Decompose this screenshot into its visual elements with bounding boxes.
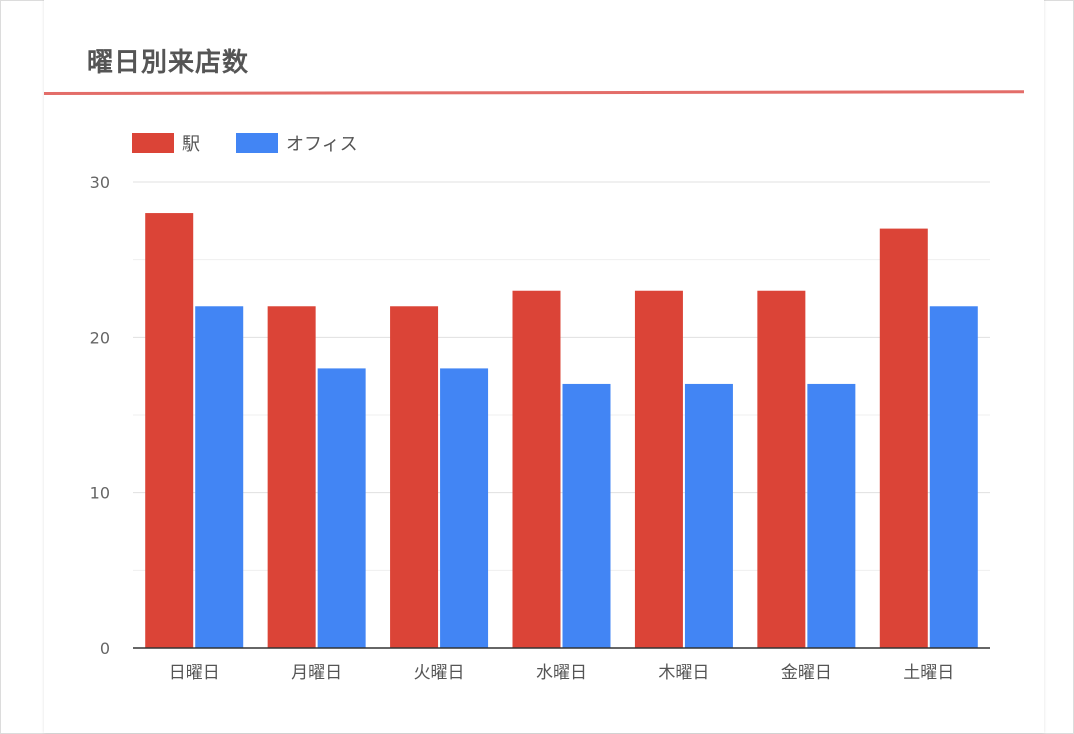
chart-title: 曜日別来店数 (87, 48, 250, 78)
x-tick-label: 月曜日 (291, 663, 342, 683)
x-tick-label: 土曜日 (903, 663, 954, 683)
bar[interactable] (929, 306, 978, 648)
bar[interactable] (267, 306, 316, 648)
bar[interactable] (562, 383, 611, 648)
bar[interactable] (757, 290, 806, 648)
x-tick-label: 金曜日 (781, 663, 832, 683)
y-tick-label: 0 (100, 639, 110, 658)
legend-label[interactable]: 駅 (182, 134, 200, 155)
y-tick-label: 20 (90, 328, 110, 347)
bar[interactable] (317, 368, 366, 648)
bar[interactable] (512, 290, 561, 648)
legend-swatch[interactable] (236, 133, 278, 153)
x-tick-label: 日曜日 (169, 663, 220, 683)
bar[interactable] (684, 383, 733, 648)
x-tick-label: 木曜日 (658, 663, 709, 683)
y-tick-label: 10 (90, 484, 110, 503)
bar[interactable] (634, 290, 683, 648)
legend: 駅 オフィス (132, 133, 358, 155)
bar[interactable] (879, 228, 928, 648)
legend-swatch[interactable] (132, 133, 174, 153)
x-tick-label: 水曜日 (536, 663, 587, 683)
bar[interactable] (145, 213, 194, 649)
bar[interactable] (807, 383, 856, 648)
bar[interactable] (440, 368, 489, 648)
x-tick-label: 火曜日 (414, 663, 465, 683)
x-axis: 日曜日 月曜日 火曜日 水曜日 木曜日 金曜日 土曜日 (133, 647, 990, 683)
bar[interactable] (390, 306, 439, 648)
bar[interactable] (195, 306, 244, 648)
y-tick-label: 30 (90, 173, 110, 192)
y-axis: 0 10 20 30 (90, 173, 110, 658)
legend-label[interactable]: オフィス (286, 134, 358, 155)
bars (145, 213, 978, 649)
gridlines (133, 181, 990, 571)
